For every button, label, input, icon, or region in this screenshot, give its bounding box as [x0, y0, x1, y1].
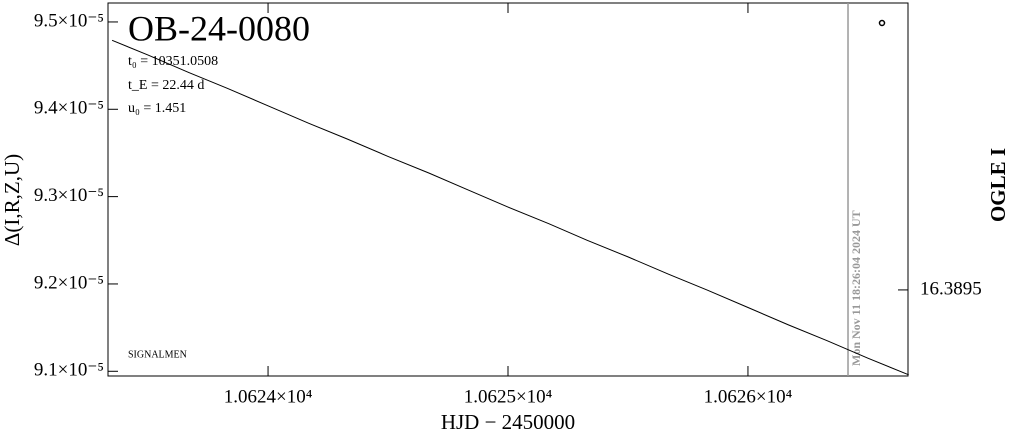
x-tick-label: 1.0624×10⁴ [224, 386, 313, 407]
param: u₀ = 1.451 [128, 101, 186, 116]
x-tick-label: 1.0625×10⁴ [464, 386, 553, 407]
y-axis-label: Δ(I,R,Z,U) [0, 154, 24, 246]
y2-tick-label: 16.3895 [920, 278, 982, 299]
y-tick-label: 9.2×10⁻⁵ [34, 272, 104, 293]
param: t_E = 22.44 d [128, 78, 204, 93]
data-line [111, 39, 909, 376]
y2-axis-label: OGLE I [986, 148, 1010, 222]
y-tick-label: 9.3×10⁻⁵ [34, 185, 104, 206]
x-axis-label: HJD − 2450000 [441, 410, 575, 434]
marker-icon [878, 19, 886, 27]
annotation-label: Mon Nov 11 18:26:04 2024 UT [849, 210, 863, 366]
source-label: SIGNALMEN [128, 349, 187, 360]
plot-frame [107, 2, 909, 377]
x-tick-label: 1.0626×10⁴ [704, 386, 793, 407]
y-tick-label: 9.5×10⁻⁵ [34, 10, 104, 31]
y-tick-label: 9.4×10⁻⁵ [34, 98, 104, 119]
chart-title: OB-24-0080 [128, 8, 310, 48]
y-tick-label: 9.1×10⁻⁵ [34, 360, 104, 381]
param: t₀ = 10351.0508 [128, 54, 218, 69]
